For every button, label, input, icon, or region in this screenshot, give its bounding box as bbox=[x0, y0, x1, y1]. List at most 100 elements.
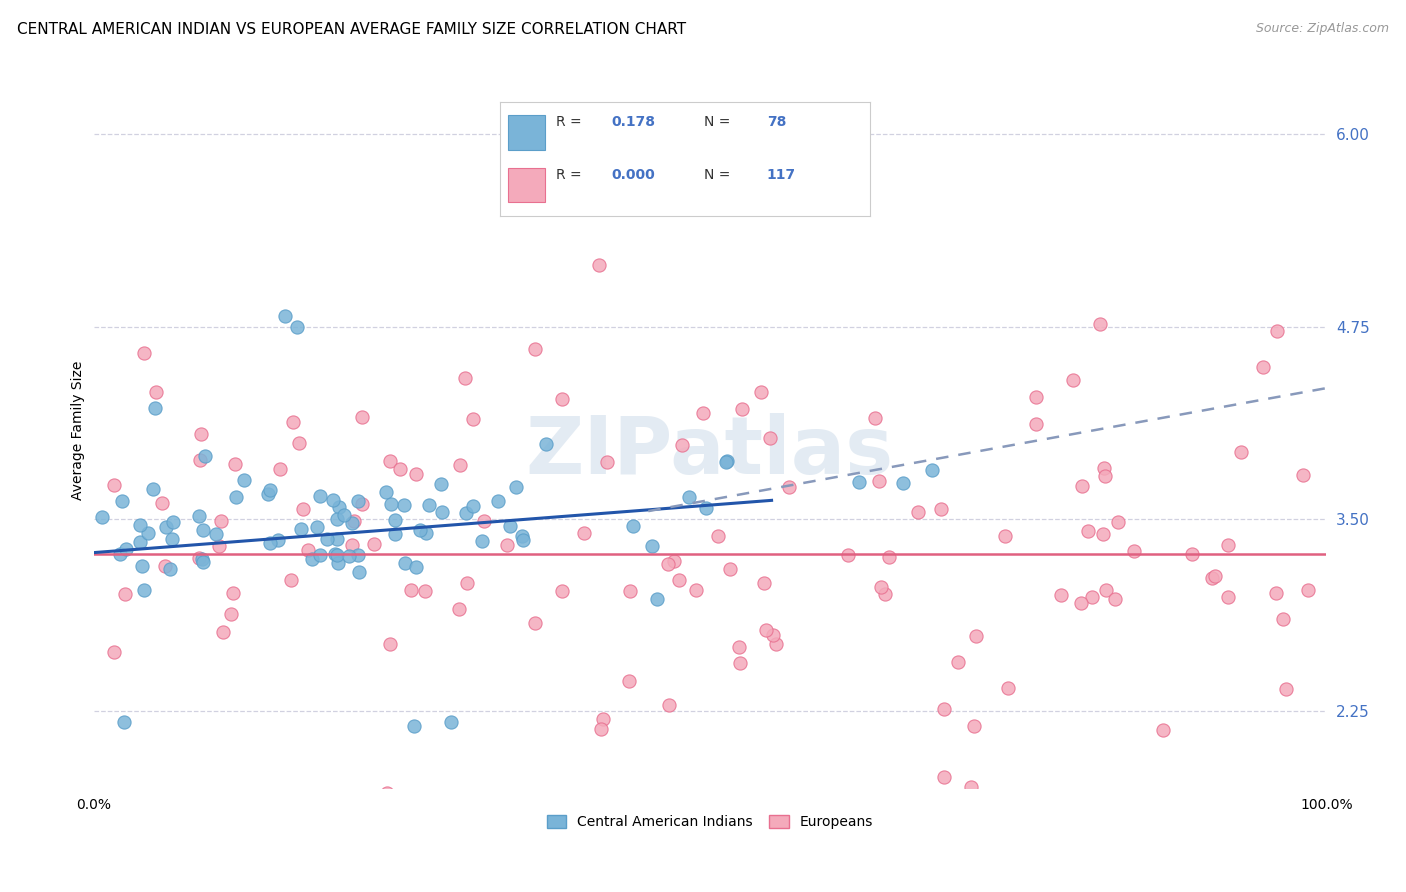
Point bbox=[1094, 468, 1116, 483]
Point bbox=[755, 623, 778, 637]
Point bbox=[1088, 317, 1111, 331]
Point bbox=[143, 401, 166, 416]
Point bbox=[685, 583, 707, 598]
Point bbox=[131, 558, 153, 573]
Point bbox=[837, 548, 859, 562]
Point bbox=[160, 532, 183, 546]
Point bbox=[641, 539, 664, 553]
Point bbox=[129, 518, 152, 533]
Point bbox=[326, 549, 349, 563]
Point bbox=[233, 473, 256, 487]
Point bbox=[1077, 524, 1099, 539]
Point bbox=[929, 502, 952, 516]
Point bbox=[486, 494, 509, 508]
Point bbox=[288, 435, 311, 450]
Point bbox=[290, 522, 312, 536]
Point bbox=[153, 559, 176, 574]
Point bbox=[461, 412, 484, 426]
Point bbox=[1049, 588, 1071, 602]
Point bbox=[409, 523, 432, 537]
Point bbox=[194, 449, 217, 463]
Point bbox=[749, 384, 772, 399]
Point bbox=[259, 536, 281, 550]
Point bbox=[394, 556, 416, 570]
Point bbox=[716, 454, 738, 468]
Point bbox=[1092, 526, 1115, 541]
Point bbox=[297, 542, 319, 557]
Point bbox=[430, 477, 453, 491]
Point bbox=[301, 552, 323, 566]
Point bbox=[328, 500, 350, 514]
Point bbox=[551, 392, 574, 407]
Text: ZIPatlas: ZIPatlas bbox=[526, 413, 894, 491]
Point bbox=[963, 718, 986, 732]
Point bbox=[658, 698, 681, 713]
Point bbox=[454, 370, 477, 384]
Point bbox=[668, 573, 690, 587]
Point bbox=[707, 529, 730, 543]
Point bbox=[269, 462, 291, 476]
Point bbox=[110, 547, 132, 561]
Point bbox=[316, 532, 339, 546]
Point bbox=[512, 533, 534, 547]
Point bbox=[219, 607, 242, 621]
Point bbox=[225, 490, 247, 504]
Point bbox=[873, 587, 896, 601]
Point bbox=[103, 478, 125, 492]
Point bbox=[728, 656, 751, 670]
Point bbox=[823, 151, 845, 165]
Point bbox=[505, 480, 527, 494]
Point bbox=[1071, 479, 1094, 493]
Point bbox=[645, 592, 668, 607]
Point bbox=[778, 480, 800, 494]
Point bbox=[128, 535, 150, 549]
Point bbox=[347, 565, 370, 579]
Point bbox=[758, 431, 780, 445]
Point bbox=[657, 557, 679, 571]
Point bbox=[346, 494, 368, 508]
Point bbox=[389, 462, 412, 476]
Point bbox=[454, 506, 477, 520]
Point bbox=[1216, 539, 1239, 553]
Point bbox=[449, 458, 471, 472]
Point bbox=[222, 585, 245, 599]
Point bbox=[1094, 461, 1116, 475]
Point bbox=[112, 714, 135, 729]
Point bbox=[671, 438, 693, 452]
Point bbox=[1104, 591, 1126, 606]
Point bbox=[309, 489, 332, 503]
Point bbox=[187, 508, 209, 523]
Point bbox=[209, 514, 232, 528]
Point bbox=[1107, 515, 1129, 529]
Point bbox=[695, 501, 717, 516]
Point bbox=[384, 513, 406, 527]
Point bbox=[285, 319, 308, 334]
Point bbox=[115, 541, 138, 556]
Point bbox=[1201, 571, 1223, 585]
Point bbox=[328, 557, 350, 571]
Point bbox=[662, 553, 685, 567]
Point bbox=[572, 526, 595, 541]
Point bbox=[523, 342, 546, 356]
Point bbox=[191, 524, 214, 538]
Point bbox=[375, 786, 398, 800]
Point bbox=[870, 581, 893, 595]
Point bbox=[280, 574, 302, 588]
Point bbox=[103, 645, 125, 659]
Point bbox=[447, 602, 470, 616]
Point bbox=[932, 702, 955, 716]
Point bbox=[499, 519, 522, 533]
Point bbox=[322, 493, 344, 508]
Point bbox=[193, 555, 215, 569]
Point bbox=[323, 547, 346, 561]
Point bbox=[378, 454, 401, 468]
Point bbox=[267, 533, 290, 547]
Point bbox=[378, 637, 401, 651]
Point bbox=[114, 587, 136, 601]
Point bbox=[907, 505, 929, 519]
Point bbox=[347, 548, 370, 562]
Point bbox=[132, 583, 155, 598]
Point bbox=[512, 529, 534, 543]
Point bbox=[142, 482, 165, 496]
Point bbox=[405, 467, 427, 481]
